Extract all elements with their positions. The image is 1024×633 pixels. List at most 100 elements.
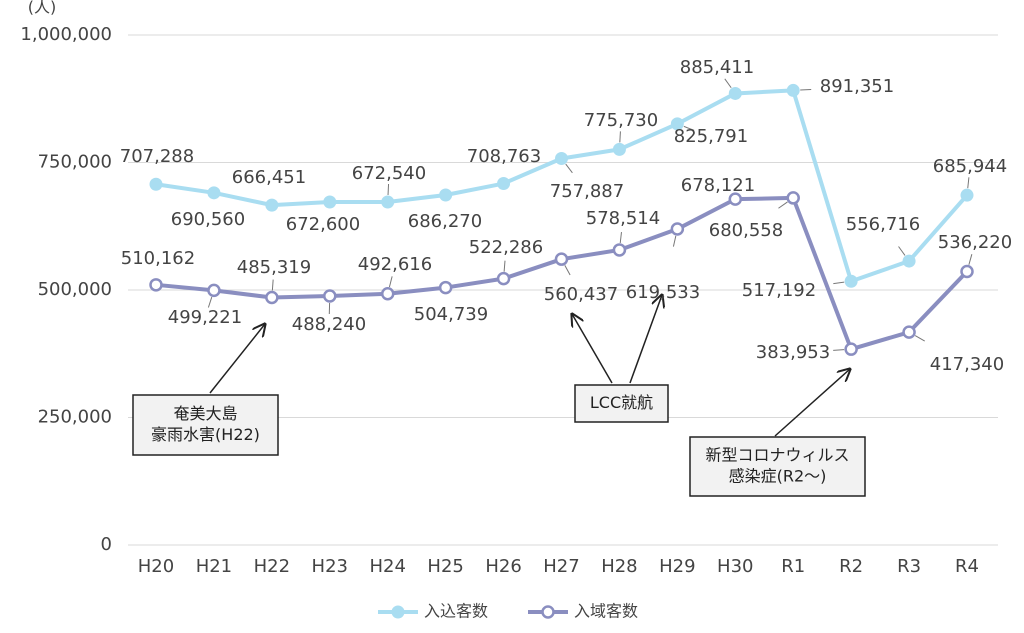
leader-line xyxy=(967,177,970,189)
point xyxy=(207,283,221,298)
data-label: 680,558 xyxy=(709,220,783,241)
y-tick-label: 1,000,000 xyxy=(20,24,112,45)
leader-line xyxy=(672,235,677,247)
legend-label: 入込客数 xyxy=(424,602,488,621)
annotation-text: 奄美大島 xyxy=(173,404,237,423)
y-tick-label: 250,000 xyxy=(38,407,112,428)
data-label: 485,319 xyxy=(237,257,311,278)
point xyxy=(902,325,916,339)
point xyxy=(670,222,685,236)
data-label: 504,739 xyxy=(414,304,488,325)
point xyxy=(149,177,163,191)
leader-line xyxy=(565,163,573,174)
data-label: 522,286 xyxy=(469,237,543,258)
data-label: 891,351 xyxy=(820,76,894,97)
arrow xyxy=(209,324,265,394)
x-tick-label: H24 xyxy=(369,556,405,577)
data-label: 685,944 xyxy=(933,156,1007,177)
leader-line xyxy=(914,335,925,342)
data-label: 578,514 xyxy=(586,208,660,229)
x-tick-label: R2 xyxy=(839,556,863,577)
point xyxy=(323,195,337,209)
leader-line xyxy=(968,254,973,265)
annotation-box xyxy=(574,384,669,423)
x-tick-label: H22 xyxy=(254,556,290,577)
point xyxy=(207,186,221,200)
legend-marker xyxy=(541,605,555,619)
data-label: 672,540 xyxy=(352,163,426,184)
x-tick-label: H20 xyxy=(138,556,174,577)
leader-line xyxy=(778,201,788,209)
arrow xyxy=(774,369,850,437)
annotation-boxes xyxy=(132,384,866,497)
point xyxy=(728,192,743,206)
x-tick-label: H25 xyxy=(427,556,463,577)
data-label: 510,162 xyxy=(121,248,195,269)
x-tick-label: H27 xyxy=(543,556,579,577)
point xyxy=(960,264,974,279)
point xyxy=(438,280,453,295)
leader-line xyxy=(271,279,274,291)
point xyxy=(902,254,916,268)
y-axis-label: (人) xyxy=(28,0,57,17)
data-label: 499,221 xyxy=(168,307,242,328)
leader-line xyxy=(683,125,695,131)
x-tick-label: R4 xyxy=(955,556,979,577)
point xyxy=(439,188,453,202)
point xyxy=(960,188,974,202)
data-label: 775,730 xyxy=(584,110,658,131)
x-tick-label: H29 xyxy=(659,556,695,577)
legend-label: 入域客数 xyxy=(574,602,638,621)
leader-line xyxy=(724,78,732,89)
point xyxy=(323,289,337,303)
leader-line xyxy=(833,349,845,351)
annotation-text: 豪雨水害(H22) xyxy=(151,425,260,444)
data-label: 686,270 xyxy=(408,211,482,232)
data-label: 678,121 xyxy=(681,175,755,196)
leader-line xyxy=(833,281,845,285)
data-label: 672,600 xyxy=(286,214,360,235)
point xyxy=(786,83,800,97)
arrow xyxy=(629,295,662,384)
point xyxy=(381,195,395,209)
point xyxy=(786,191,800,205)
x-tick-label: H21 xyxy=(196,556,232,577)
leader-line xyxy=(619,232,622,244)
leader-line xyxy=(388,276,393,288)
y-tick-label: 750,000 xyxy=(38,152,112,173)
point xyxy=(555,151,568,165)
annotation-box xyxy=(132,394,279,456)
data-label: 560,437 xyxy=(544,284,618,305)
x-tick-label: H26 xyxy=(485,556,521,577)
data-label: 757,887 xyxy=(550,181,624,202)
data-label: 417,340 xyxy=(930,354,1004,375)
y-tick-label: 0 xyxy=(101,534,112,555)
data-label: 708,763 xyxy=(467,146,541,167)
data-label: 707,288 xyxy=(120,146,194,167)
point xyxy=(612,142,626,156)
point xyxy=(670,117,684,131)
y-tick-label: 500,000 xyxy=(38,279,112,300)
x-tick-label: H30 xyxy=(717,556,753,577)
point xyxy=(554,252,569,266)
point xyxy=(380,287,395,301)
x-tick-label: R1 xyxy=(781,556,805,577)
point xyxy=(496,271,511,286)
point xyxy=(728,86,742,100)
data-label: 536,220 xyxy=(938,232,1012,253)
data-label: 825,791 xyxy=(674,126,748,147)
leader-line xyxy=(387,184,390,196)
data-label: 666,451 xyxy=(232,167,306,188)
point xyxy=(844,274,858,288)
point xyxy=(844,342,858,356)
legend-marker xyxy=(391,605,405,619)
data-label: 517,192 xyxy=(742,280,816,301)
annotation-arrows xyxy=(209,295,850,437)
data-label: 619,533 xyxy=(626,282,700,303)
data-label: 488,240 xyxy=(292,314,366,335)
leader-line xyxy=(800,88,812,91)
annotation-text: LCC就航 xyxy=(590,393,653,412)
arrow xyxy=(572,314,613,384)
data-label: 885,411 xyxy=(680,57,754,78)
